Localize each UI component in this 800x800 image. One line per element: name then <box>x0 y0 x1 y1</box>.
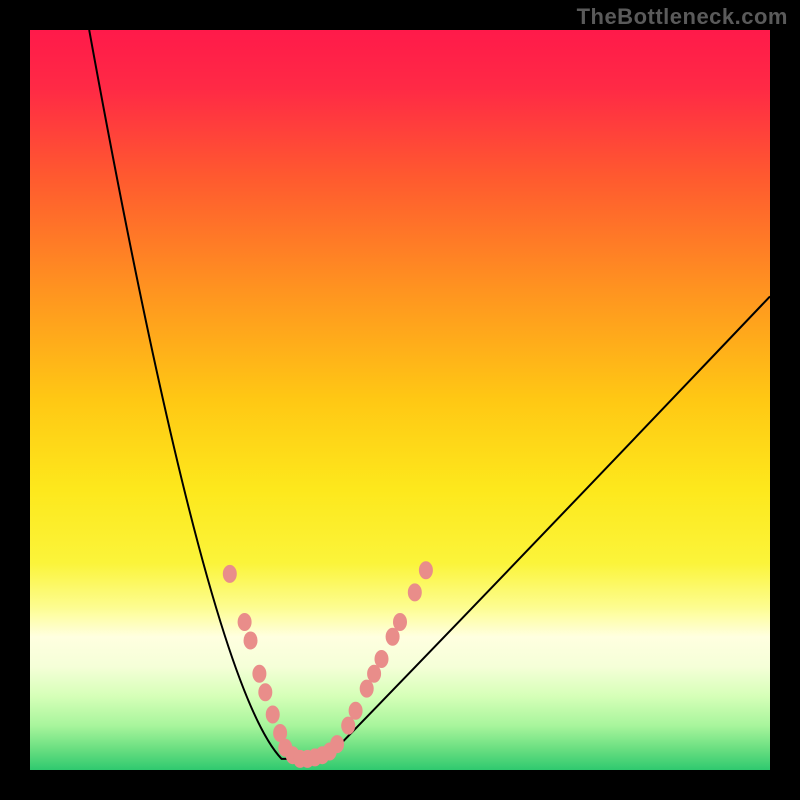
data-marker <box>223 565 237 583</box>
data-marker <box>408 583 422 601</box>
data-marker <box>266 706 280 724</box>
data-marker <box>341 717 355 735</box>
data-marker <box>360 680 374 698</box>
data-marker <box>252 665 266 683</box>
data-marker <box>349 702 363 720</box>
data-marker <box>244 632 258 650</box>
data-marker <box>258 683 272 701</box>
data-marker <box>419 561 433 579</box>
data-marker <box>386 628 400 646</box>
data-marker <box>393 613 407 631</box>
data-marker <box>238 613 252 631</box>
watermark-text: TheBottleneck.com <box>577 4 788 30</box>
chart-outer: TheBottleneck.com <box>0 0 800 800</box>
data-marker <box>330 735 344 753</box>
bottleneck-curve-chart <box>30 30 770 770</box>
gradient-background <box>30 30 770 770</box>
data-marker <box>375 650 389 668</box>
data-marker <box>367 665 381 683</box>
